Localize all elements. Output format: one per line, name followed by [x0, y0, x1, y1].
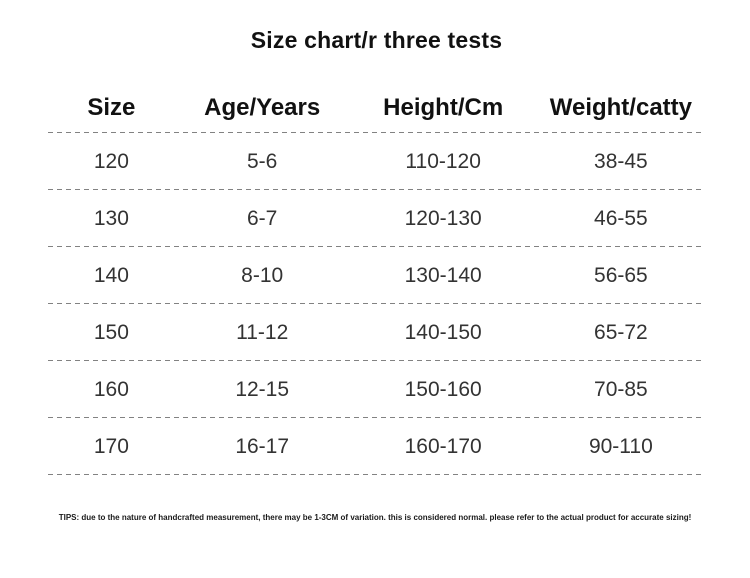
cell-height: 130-140: [404, 263, 482, 287]
cell-age: 6-7: [246, 206, 278, 230]
column-header-size: Size: [87, 94, 136, 121]
cell-age: 12-15: [235, 377, 290, 401]
column-header-age: Age/Years: [204, 94, 321, 121]
tips-footnote: TIPS: due to the nature of handcrafted m…: [58, 513, 692, 522]
table-row: 140 8-10 130-140 56-65: [48, 247, 705, 304]
table-row: 150 11-12 140-150 65-72: [48, 304, 705, 361]
column-header-height: Height/Cm: [383, 94, 504, 121]
size-table: Size Age/Years Height/Cm Weight/catty 12…: [48, 83, 705, 475]
cell-height: 110-120: [405, 149, 481, 173]
cell-size: 150: [93, 320, 129, 344]
page-title: Size chart/r three tests: [250, 27, 503, 53]
cell-age: 5-6: [246, 149, 278, 173]
column-header-weight: Weight/catty: [549, 94, 692, 121]
cell-weight: 70-85: [594, 377, 648, 401]
cell-size: 160: [93, 377, 129, 401]
cell-weight: 56-65: [594, 263, 648, 287]
cell-height: 150-160: [404, 377, 482, 401]
cell-size: 120: [93, 149, 129, 173]
table-row: 130 6-7 120-130 46-55: [48, 190, 705, 247]
cell-weight: 38-45: [594, 149, 648, 173]
cell-size: 140: [93, 263, 129, 287]
cell-height: 160-170: [404, 434, 482, 458]
cell-size: 130: [93, 206, 129, 230]
table-row: 120 5-6 110-120 38-45: [48, 133, 705, 190]
cell-age: 16-17: [235, 434, 290, 458]
cell-size: 170: [93, 434, 129, 458]
table-row: 170 16-17 160-170 90-110: [48, 418, 705, 475]
cell-age: 11-12: [236, 320, 289, 344]
cell-age: 8-10: [241, 263, 284, 287]
cell-weight: 65-72: [594, 320, 648, 344]
cell-weight: 90-110: [588, 434, 653, 458]
table-header-row: Size Age/Years Height/Cm Weight/catty: [48, 83, 705, 133]
table-row: 160 12-15 150-160 70-85: [48, 361, 705, 418]
cell-height: 140-150: [404, 320, 482, 344]
cell-height: 120-130: [404, 206, 482, 230]
cell-weight: 46-55: [594, 206, 648, 230]
